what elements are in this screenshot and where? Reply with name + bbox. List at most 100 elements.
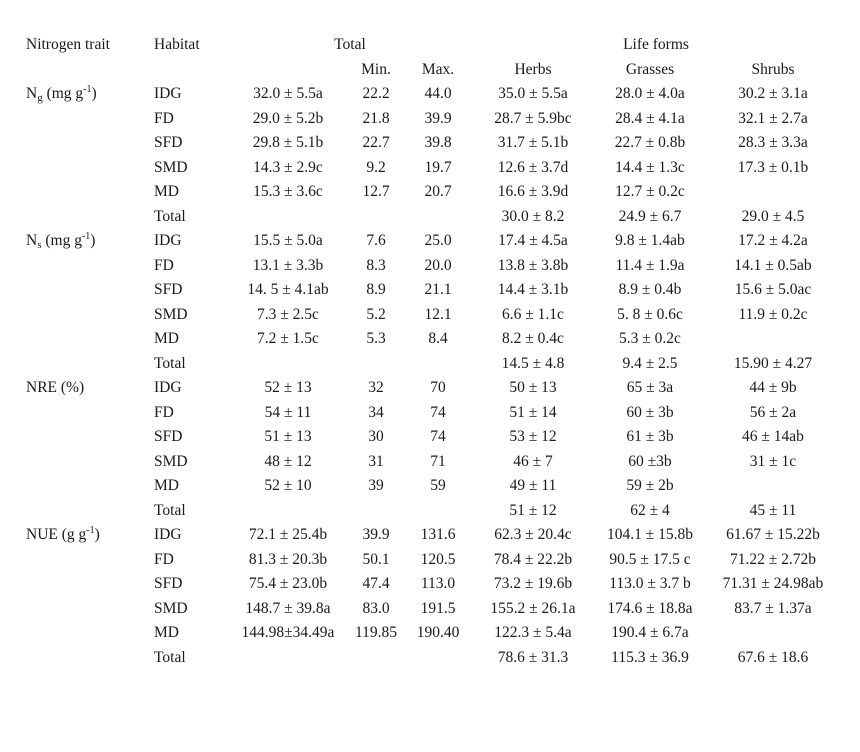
cell-shrubs: 71.22 ± 2.72b bbox=[729, 550, 816, 568]
trait-blank bbox=[26, 180, 150, 205]
cell-total: 148.7 ± 39.8a bbox=[245, 599, 331, 617]
table-row: Ng (mg g-1) IDG 32.0 ± 5.5a 22.2 44.0 35.0 ± … bbox=[26, 82, 840, 107]
cell-max: 20.7 bbox=[424, 183, 452, 200]
table-row: MD 7.2 ± 1.5c 5.3 8.4 8.2 ± 0.4c 5.3 ± 0.2c bbox=[26, 327, 840, 352]
cell-total: 52 ± 13 bbox=[264, 379, 312, 396]
cell-max: 44.0 bbox=[424, 85, 452, 102]
cell-herbs: 62.3 ± 20.4c bbox=[494, 526, 572, 543]
header-group-total: Total bbox=[334, 36, 366, 53]
cell-shrubs: 17.2 ± 4.2a bbox=[738, 232, 808, 249]
cell-total: 14. 5 ± 4.1ab bbox=[247, 281, 329, 298]
cell-grasses: 61 ± 3b bbox=[626, 428, 674, 445]
trait-main: N bbox=[26, 85, 38, 102]
cell-herbs: 35.0 ± 5.5a bbox=[498, 85, 568, 102]
cell-herbs: 50 ± 13 bbox=[509, 379, 557, 396]
cell-min: 39.9 bbox=[362, 526, 390, 543]
cell-grasses: 104.1 ± 15.8b bbox=[606, 526, 693, 543]
cell-habitat: Total bbox=[154, 354, 186, 372]
cell-grasses: 174.6 ± 18.8a bbox=[607, 599, 693, 617]
cell-total: 14.3 ± 2.9c bbox=[253, 158, 323, 176]
cell-herbs: 51 ± 14 bbox=[509, 403, 557, 421]
trait-blank bbox=[26, 474, 150, 499]
cell-min: 21.8 bbox=[362, 109, 390, 127]
cell-max bbox=[404, 352, 472, 377]
cell-habitat: IDG bbox=[154, 232, 182, 249]
cell-shrubs: 61.67 ± 15.22b bbox=[726, 526, 820, 543]
header-habitat: Habitat bbox=[154, 36, 200, 53]
cell-min: 39 bbox=[368, 477, 384, 494]
table-row: SMD 14.3 ± 2.9c 9.2 19.7 12.6 ± 3.7d 14.4 ± 1… bbox=[26, 156, 840, 181]
trait-label: NUE (g g-1) bbox=[26, 523, 150, 548]
cell-grasses: 8.9 ± 0.4b bbox=[618, 281, 682, 298]
trait-blank bbox=[26, 572, 150, 597]
cell-shrubs: 46 ± 14ab bbox=[742, 428, 804, 445]
cell-max: 190.40 bbox=[416, 624, 460, 641]
trait-blank bbox=[26, 425, 150, 450]
cell-habitat: Total bbox=[154, 207, 186, 225]
cell-min: 22.2 bbox=[362, 85, 390, 102]
cell-herbs: 155.2 ± 26.1a bbox=[490, 599, 576, 617]
header-herbs: Herbs bbox=[514, 61, 552, 78]
cell-habitat: IDG bbox=[154, 85, 182, 102]
table-row: FD 29.0 ± 5.2b 21.8 39.9 28.7 ± 5.9bc 28.4 ± … bbox=[26, 107, 840, 132]
cell-max bbox=[404, 646, 472, 671]
trait-label: Ng (mg g-1) bbox=[26, 82, 150, 107]
cell-shrubs: 83.7 ± 1.37a bbox=[734, 599, 812, 617]
cell-total: 52 ± 10 bbox=[264, 477, 312, 494]
cell-shrubs: 28.3 ± 3.3a bbox=[738, 134, 808, 151]
cell-grasses: 28.4 ± 4.1a bbox=[615, 109, 685, 127]
cell-grasses: 62 ± 4 bbox=[630, 501, 670, 519]
cell-grasses: 12.7 ± 0.2c bbox=[615, 183, 685, 200]
cell-min: 12.7 bbox=[362, 183, 390, 200]
cell-herbs: 12.6 ± 3.7d bbox=[497, 158, 569, 176]
cell-total: 15.5 ± 5.0a bbox=[253, 232, 323, 249]
cell-habitat: Total bbox=[154, 648, 186, 666]
cell-herbs: 31.7 ± 5.1b bbox=[497, 134, 569, 151]
cell-habitat: SFD bbox=[154, 428, 183, 445]
cell-shrubs bbox=[706, 621, 840, 646]
header-grasses: Grasses bbox=[625, 61, 675, 78]
cell-herbs: 14.5 ± 4.8 bbox=[501, 354, 565, 372]
table-row: MD 15.3 ± 3.6c 12.7 20.7 16.6 ± 3.9d 12.7 ± 0… bbox=[26, 180, 840, 205]
cell-shrubs: 32.1 ± 2.7a bbox=[738, 109, 808, 127]
cell-habitat: Total bbox=[154, 501, 186, 519]
cell-grasses: 11.4 ± 1.9a bbox=[615, 256, 685, 274]
table-row: Ns (mg g-1) IDG 15.5 ± 5.0a 7.6 25.0 17.4 ± 4… bbox=[26, 229, 840, 254]
cell-shrubs: 56 ± 2a bbox=[749, 403, 797, 421]
header-blank bbox=[150, 58, 228, 82]
header-shrubs: Shrubs bbox=[751, 61, 795, 78]
table-row: SFD 29.8 ± 5.1b 22.7 39.8 31.7 ± 5.1b 22.7 ± … bbox=[26, 131, 840, 156]
table-body: Ng (mg g-1) IDG 32.0 ± 5.5a 22.2 44.0 35.0 ± … bbox=[26, 82, 840, 670]
cell-min bbox=[348, 205, 404, 230]
cell-max: 113.0 bbox=[420, 575, 456, 592]
header-blank bbox=[228, 58, 348, 82]
header-min: Min. bbox=[361, 61, 391, 78]
cell-habitat: SMD bbox=[154, 305, 188, 323]
cell-total: 7.3 ± 2.5c bbox=[257, 305, 319, 323]
trait-superscript: -1 bbox=[81, 231, 91, 242]
cell-total bbox=[228, 352, 348, 377]
cell-total: 32.0 ± 5.5a bbox=[253, 85, 323, 102]
table-row: SFD 75.4 ± 23.0b 47.4 113.0 73.2 ± 19.6b 113.… bbox=[26, 572, 840, 597]
cell-habitat: SMD bbox=[154, 599, 188, 617]
cell-grasses: 65 ± 3a bbox=[626, 379, 674, 396]
cell-min: 119.85 bbox=[354, 624, 398, 641]
trait-blank bbox=[26, 327, 150, 352]
cell-habitat: MD bbox=[154, 183, 179, 200]
cell-max: 12.1 bbox=[424, 305, 452, 323]
cell-shrubs: 44 ± 9b bbox=[749, 379, 797, 396]
table-row: Total 30.0 ± 8.2 24.9 ± 6.7 29.0 ± 4.5 bbox=[26, 205, 840, 230]
cell-max: 20.0 bbox=[424, 256, 452, 274]
trait-blank bbox=[26, 254, 150, 279]
cell-max: 74 bbox=[430, 428, 446, 445]
cell-total: 51 ± 13 bbox=[264, 428, 312, 445]
cell-min: 5.3 bbox=[366, 330, 386, 347]
table-row: Total 51 ± 12 62 ± 4 45 ± 11 bbox=[26, 499, 840, 524]
cell-min: 47.4 bbox=[362, 575, 390, 592]
cell-habitat: FD bbox=[154, 550, 174, 568]
cell-habitat: SFD bbox=[154, 281, 183, 298]
header-max: Max. bbox=[421, 61, 455, 78]
table-row: SMD 7.3 ± 2.5c 5.2 12.1 6.6 ± 1.1c 5. 8 ± 0.6… bbox=[26, 303, 840, 328]
cell-herbs: 14.4 ± 3.1b bbox=[497, 281, 569, 298]
nitrogen-traits-table: Nitrogen trait Habitat Total Life forms … bbox=[26, 32, 840, 670]
